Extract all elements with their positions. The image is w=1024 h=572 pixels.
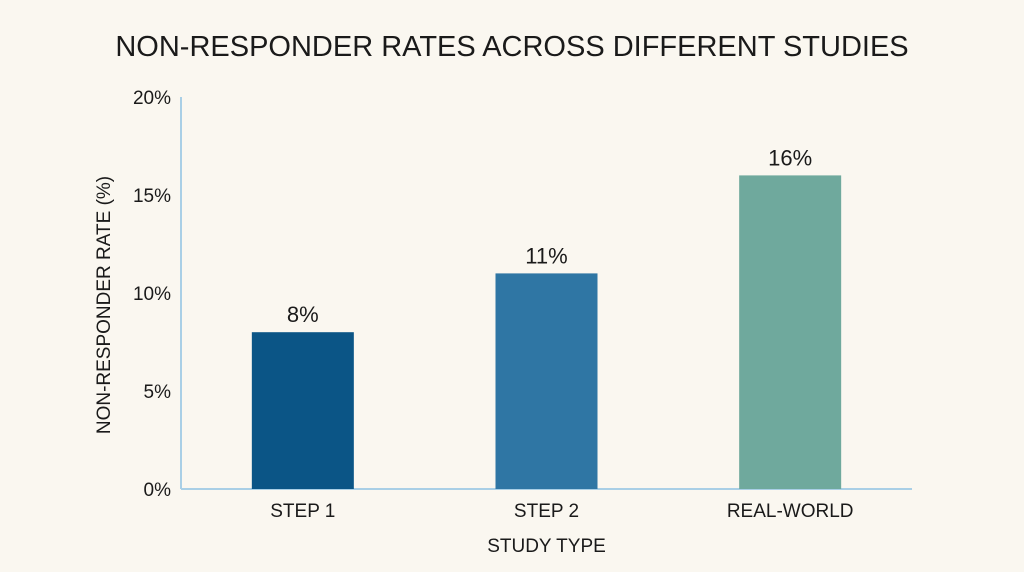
bar [495, 273, 598, 489]
bars-group: 8% 11% 16% [251, 145, 842, 489]
chart-title: NON-RESPONDER RATES ACROSS DIFFERENT STU… [115, 31, 908, 63]
y-tick-label: 20% [133, 88, 171, 109]
bar-data-label: 11% [525, 243, 567, 268]
x-tick-label: REAL-WORLD [727, 501, 854, 522]
bar-data-label: 8% [287, 302, 319, 327]
x-axis-label: STUDY TYPE [487, 536, 606, 557]
y-tick-label: 5% [144, 382, 172, 403]
bar [739, 175, 842, 489]
bar-data-label: 16% [768, 145, 812, 170]
x-tick-label: STEP 2 [514, 501, 579, 522]
y-tick-label: 0% [144, 480, 172, 501]
bar [251, 332, 354, 489]
y-tick-label: 15% [133, 186, 171, 207]
y-axis-label: NON-RESPONDER RATE (%) [94, 176, 115, 434]
y-axis-ticks: 0% 5% 10% 15% 20% [133, 88, 171, 501]
y-tick-label: 10% [133, 284, 171, 305]
x-axis-ticks: STEP 1 STEP 2 REAL-WORLD [270, 501, 853, 522]
x-tick-label: STEP 1 [270, 501, 335, 522]
